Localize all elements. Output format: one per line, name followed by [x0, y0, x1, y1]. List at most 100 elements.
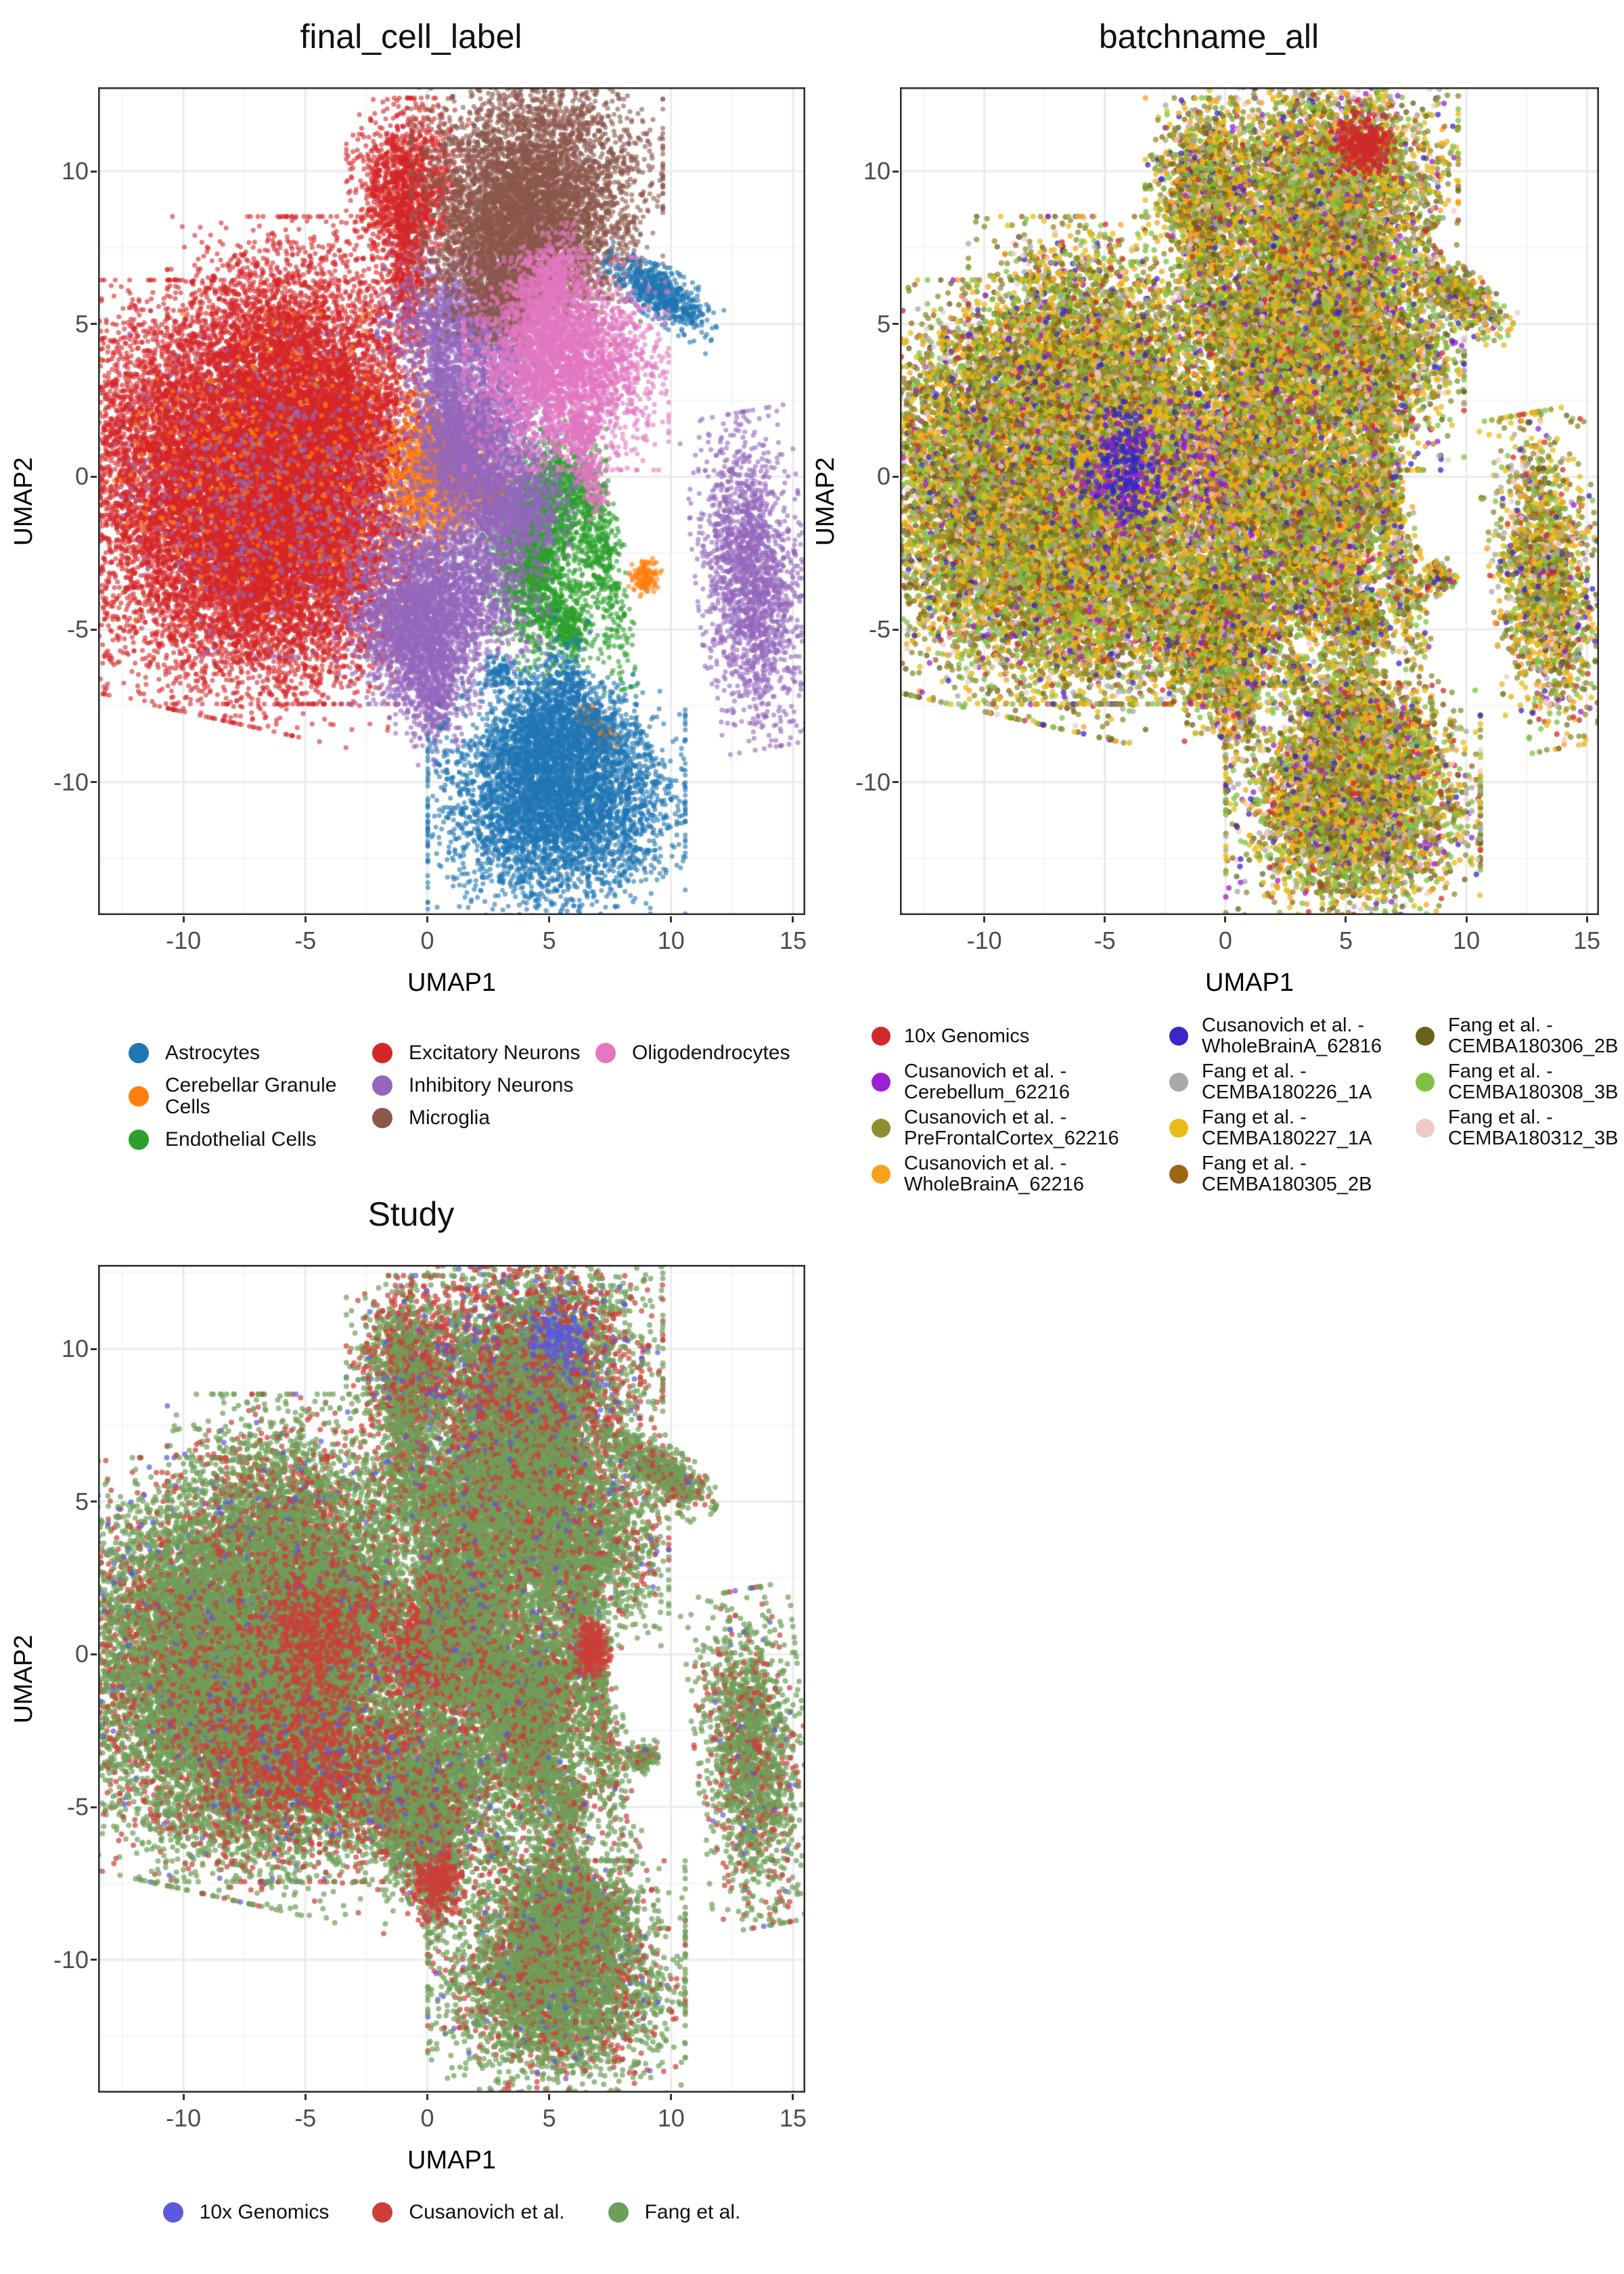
- legend-label: Excitatory Neurons: [409, 1042, 581, 1064]
- x-tick-mark: [792, 2094, 794, 2100]
- y-tick-mark: [91, 323, 97, 326]
- legend-label: Cusanovich et al. - WholeBrainA_62216: [904, 1153, 1085, 1195]
- y-tick-mark: [91, 1347, 97, 1350]
- legend-item: Fang et al.: [608, 2201, 741, 2224]
- legend-swatch-icon: [872, 1165, 890, 1184]
- plot-title-final-cell-label: final_cell_label: [300, 18, 522, 55]
- x-tick-label: 0: [420, 927, 434, 954]
- legend-label: Fang et al.: [644, 2201, 741, 2223]
- x-tick-label: 0: [1218, 927, 1232, 954]
- x-tick-label: 10: [657, 927, 685, 954]
- legend-label: Cusanovich et al. - PreFrontalCortex_622…: [904, 1107, 1119, 1149]
- legend-item: Fang et al. - CEMBA180305_2B: [1169, 1153, 1416, 1195]
- y-tick-label: 0: [74, 462, 89, 491]
- x-tick-mark: [426, 916, 428, 922]
- y-tick-mark: [91, 1500, 97, 1503]
- y-tick-label: -5: [66, 1793, 89, 1821]
- x-tick-label: 15: [779, 2104, 807, 2132]
- x-tick-label: -10: [166, 927, 202, 954]
- y-tick-mark: [893, 170, 899, 173]
- legend-label: Cusanovich et al. - WholeBrainA_62816: [1202, 1015, 1382, 1057]
- y-tick-label: 10: [863, 157, 890, 185]
- legend-item: Fang et al. - CEMBA180226_1A: [1169, 1061, 1416, 1103]
- legend-item: Cusanovich et al.: [372, 2201, 565, 2224]
- x-tick-mark: [1224, 916, 1227, 922]
- legend-swatch-icon: [1416, 1119, 1435, 1138]
- x-axis-title: UMAP1: [407, 968, 496, 997]
- legend-label: Cusanovich et al. - Cerebellum_62216: [904, 1061, 1070, 1103]
- x-tick-label: -5: [1093, 927, 1116, 954]
- legend-label: 10x Genomics: [904, 1025, 1030, 1047]
- x-tick-label: -5: [294, 2104, 317, 2132]
- legend-label: 10x Genomics: [199, 2201, 330, 2223]
- x-tick-mark: [1465, 916, 1468, 922]
- legend-label: Fang et al. - CEMBA180312_3B: [1448, 1107, 1619, 1149]
- legend-swatch-icon: [595, 1043, 616, 1063]
- legend-swatch-icon: [372, 2202, 393, 2223]
- legend-item: Cusanovich et al. - WholeBrainA_62216: [872, 1153, 1169, 1195]
- x-tick-label: 15: [1573, 927, 1601, 954]
- plot-title-study: Study: [367, 1195, 455, 1233]
- y-tick-mark: [893, 323, 899, 326]
- legend-item: Fang et al. - CEMBA180306_2B: [1416, 1015, 1624, 1057]
- x-tick-mark: [182, 2094, 185, 2100]
- x-tick-label: 0: [420, 2104, 434, 2132]
- legend-item: Microglia: [372, 1107, 595, 1129]
- legend-item: Oligodendrocytes: [595, 1042, 792, 1064]
- legend-label: Oligodendrocytes: [632, 1042, 790, 1064]
- legend-swatch-icon: [1169, 1027, 1188, 1046]
- legend-swatch-icon: [1416, 1027, 1435, 1046]
- x-tick-label: -10: [966, 927, 1002, 954]
- y-tick-label: 0: [876, 462, 890, 491]
- y-tick-mark: [91, 781, 97, 784]
- legend-item: Cusanovich et al. - WholeBrainA_62816: [1169, 1015, 1416, 1057]
- x-tick-mark: [1345, 916, 1347, 922]
- legend-column: Fang et al. - CEMBA180306_2B Fang et al. …: [1416, 1015, 1624, 1153]
- legend-item: 10x Genomics: [162, 2201, 330, 2224]
- y-tick-mark: [893, 475, 899, 478]
- y-tick-mark: [893, 628, 899, 631]
- legend-swatch-icon: [372, 1043, 392, 1063]
- legend-swatch-icon: [872, 1119, 890, 1138]
- legend-column: Oligodendrocytes: [595, 1042, 792, 1075]
- legend-label: Fang et al. - CEMBA180306_2B: [1448, 1015, 1619, 1057]
- legend-batches: 10x Genomics Cusanovich et al. - Cerebell…: [872, 1015, 1624, 1199]
- x-tick-mark: [304, 916, 307, 922]
- plot-title-batchname-all: batchname_all: [1098, 18, 1320, 55]
- y-tick-label: 5: [74, 1487, 89, 1515]
- legend-item: Cusanovich et al. - Cerebellum_62216: [872, 1061, 1169, 1103]
- legend-label: Astrocytes: [165, 1042, 261, 1064]
- x-tick-label: 5: [542, 2104, 556, 2132]
- legend-swatch-icon: [129, 1043, 149, 1063]
- legend-item: Cusanovich et al. - PreFrontalCortex_622…: [872, 1107, 1169, 1149]
- legend-label: Endothelial Cells: [165, 1128, 317, 1151]
- legend-swatch-icon: [608, 2202, 629, 2223]
- legend-swatch-icon: [1169, 1119, 1188, 1138]
- x-tick-mark: [1104, 916, 1106, 922]
- legend-column: Excitatory Neurons Inhibitory Neurons Micr…: [372, 1042, 595, 1140]
- x-tick-label: 10: [657, 2104, 685, 2132]
- legend-item: Cerebellar Granule Cells: [129, 1075, 372, 1118]
- y-tick-mark: [893, 781, 899, 784]
- y-tick-label: 5: [74, 309, 89, 338]
- y-tick-mark: [91, 1959, 97, 1961]
- y-tick-label: 10: [61, 1335, 89, 1363]
- legend-item: Fang et al. - CEMBA180312_3B: [1416, 1107, 1624, 1149]
- legend-column: 10x Genomics Cusanovich et al. - Cerebell…: [872, 1015, 1169, 1199]
- legend-column: Cusanovich et al. - WholeBrainA_62816 Fan…: [1169, 1015, 1416, 1199]
- y-tick-label: 0: [74, 1640, 89, 1668]
- x-tick-mark: [182, 916, 185, 922]
- legend-column: Astrocytes Cerebellar Granule Cells Endoth…: [129, 1042, 372, 1161]
- y-axis-title: UMAP2: [9, 457, 38, 545]
- legend-item: 10x Genomics: [872, 1015, 1169, 1057]
- y-tick-label: -5: [868, 615, 890, 644]
- legend-swatch-icon: [1416, 1073, 1435, 1092]
- y-tick-mark: [91, 1806, 97, 1808]
- legend-label: Fang et al. - CEMBA180226_1A: [1202, 1061, 1372, 1103]
- x-tick-label: -10: [166, 2104, 202, 2132]
- legend-item: Endothelial Cells: [129, 1129, 372, 1151]
- legend-swatch-icon: [372, 1108, 392, 1128]
- x-tick-label: 5: [542, 927, 556, 954]
- umap-panel-study: [98, 1265, 805, 2093]
- legend-item: Excitatory Neurons: [372, 1042, 595, 1064]
